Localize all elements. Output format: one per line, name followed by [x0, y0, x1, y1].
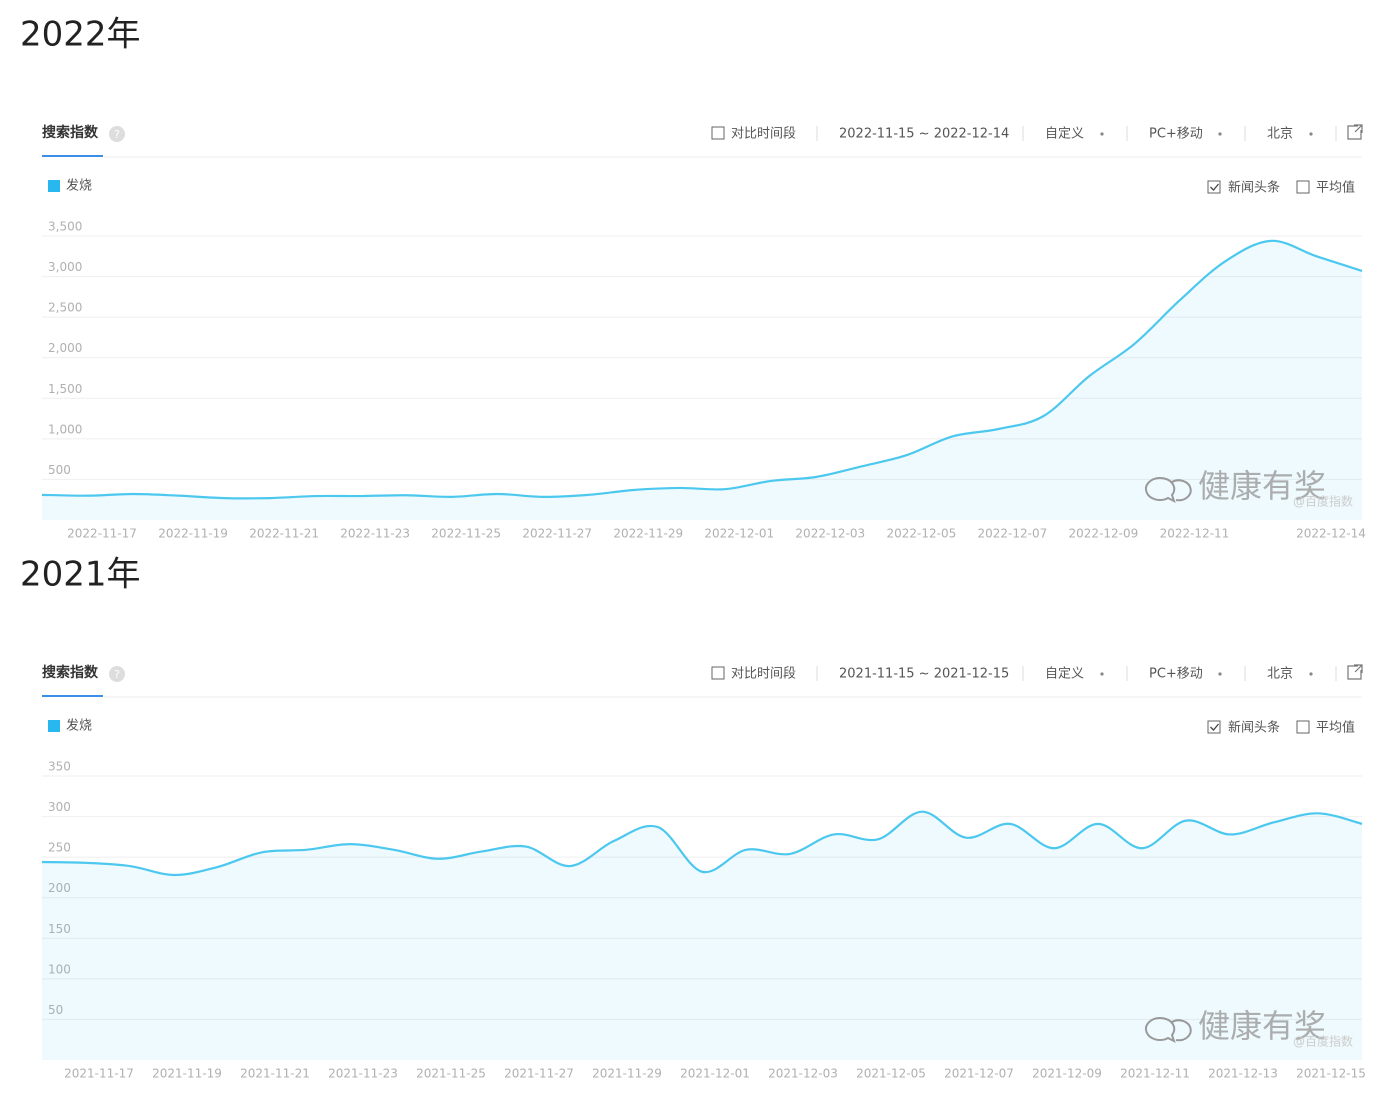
y-tick-label: 3,500: [48, 220, 82, 234]
x-tick-label: 2022-12-03: [795, 527, 865, 541]
x-tick-label: 2021-12-09: [1032, 1067, 1102, 1081]
x-tick-label: 2022-11-19: [158, 527, 228, 541]
dropdown-dot: [1100, 132, 1104, 136]
y-tick-label: 50: [48, 1003, 63, 1017]
news-toggle[interactable]: 新闻头条: [1228, 720, 1280, 736]
y-tick-label: 200: [48, 881, 71, 895]
x-tick-label: 2022-11-29: [613, 527, 683, 541]
x-tick-label: 2021-11-25: [416, 1067, 486, 1081]
legend-swatch: [48, 720, 60, 732]
x-tick-label: 2021-12-01: [680, 1067, 750, 1081]
x-tick-label: 2021-11-19: [152, 1067, 222, 1081]
x-tick-label: 2021-11-27: [504, 1067, 574, 1081]
source-watermark: @百度指数: [1293, 494, 1353, 509]
export-icon[interactable]: [1347, 664, 1363, 680]
dropdown-dot: [1309, 672, 1313, 676]
x-tick-label: 2022-12-11: [1160, 527, 1230, 541]
legend-swatch: [48, 180, 60, 192]
export-icon[interactable]: [1347, 124, 1363, 140]
avg-toggle[interactable]: 平均值: [1316, 180, 1355, 196]
dropdown-dot: [1100, 672, 1104, 676]
help-mark: ?: [114, 128, 120, 141]
region-select[interactable]: 北京: [1267, 667, 1293, 682]
y-tick-label: 150: [48, 922, 71, 936]
watermark-icon: [1144, 1016, 1192, 1043]
source-watermark: @百度指数: [1293, 1034, 1353, 1049]
x-tick-label: 2021-12-13: [1208, 1067, 1278, 1081]
date-range[interactable]: 2021-11-15 ~ 2021-12-15: [839, 667, 1009, 682]
area-fill: [42, 240, 1362, 520]
device-select[interactable]: PC+移动: [1149, 127, 1203, 142]
news-toggle[interactable]: 新闻头条: [1228, 180, 1280, 196]
legend-label: 发烧: [66, 718, 92, 734]
dropdown-dot: [1218, 132, 1222, 136]
x-tick-label: 2021-12-15: [1296, 1067, 1366, 1081]
x-tick-label: 2021-11-17: [64, 1067, 134, 1081]
checkbox[interactable]: [1296, 180, 1310, 194]
x-tick-label: 2021-12-03: [768, 1067, 838, 1081]
tab[interactable]: 搜索指数: [42, 664, 99, 681]
y-tick-label: 100: [48, 962, 71, 976]
checkbox[interactable]: [1207, 720, 1221, 734]
x-tick-label: 2022-12-05: [886, 527, 956, 541]
x-tick-label: 2021-12-07: [944, 1067, 1014, 1081]
x-tick-label: 2021-11-21: [240, 1067, 310, 1081]
y-tick-label: 500: [48, 463, 71, 477]
checkbox[interactable]: [711, 126, 725, 140]
series-line: [41, 239, 1363, 500]
series-line: [41, 810, 1363, 877]
x-tick-label: 2022-12-09: [1069, 527, 1139, 541]
y-tick-label: 1,000: [48, 422, 82, 436]
x-tick-label: 2022-11-23: [340, 527, 410, 541]
help-icon[interactable]: [109, 126, 125, 142]
x-tick-label: 2022-11-17: [67, 527, 137, 541]
x-tick-label: 2021-11-29: [592, 1067, 662, 1081]
checkmark: [1210, 723, 1219, 731]
compare-toggle[interactable]: 对比时间段: [731, 667, 796, 682]
y-tick-label: 350: [48, 760, 71, 774]
help-mark: ?: [114, 668, 120, 681]
x-tick-label: 2022-12-01: [704, 527, 774, 541]
y-tick-label: 2,500: [48, 301, 82, 315]
x-tick-label: 2022-11-25: [431, 527, 501, 541]
region-select[interactable]: 北京: [1267, 127, 1293, 142]
checkbox[interactable]: [711, 666, 725, 680]
y-tick-label: 2,000: [48, 341, 82, 355]
y-tick-label: 1,500: [48, 382, 82, 396]
x-tick-label: 2022-12-14: [1296, 527, 1366, 541]
x-tick-label: 2022-11-21: [249, 527, 319, 541]
year-heading: 2022年: [20, 15, 141, 55]
watermark: 健康有奖: [1198, 467, 1326, 505]
help-icon[interactable]: [109, 666, 125, 682]
compare-toggle[interactable]: 对比时间段: [731, 127, 796, 142]
tab[interactable]: 搜索指数: [42, 124, 99, 141]
x-tick-label: 2022-11-27: [522, 527, 592, 541]
mode-select[interactable]: 自定义: [1045, 127, 1084, 142]
checkbox[interactable]: [1207, 180, 1221, 194]
y-tick-label: 250: [48, 841, 71, 855]
area-fill: [42, 811, 1362, 1060]
checkmark: [1210, 183, 1219, 191]
x-tick-label: 2021-12-05: [856, 1067, 926, 1081]
x-tick-label: 2022-12-07: [978, 527, 1048, 541]
device-select[interactable]: PC+移动: [1149, 667, 1203, 682]
checkbox[interactable]: [1296, 720, 1310, 734]
y-tick-label: 3,000: [48, 260, 82, 274]
year-heading: 2021年: [20, 555, 141, 595]
x-tick-label: 2021-11-23: [328, 1067, 398, 1081]
dropdown-dot: [1309, 132, 1313, 136]
watermark-icon: [1144, 476, 1192, 503]
mode-select[interactable]: 自定义: [1045, 667, 1084, 682]
x-tick-label: 2021-12-11: [1120, 1067, 1190, 1081]
y-tick-label: 300: [48, 800, 71, 814]
dropdown-dot: [1218, 672, 1222, 676]
avg-toggle[interactable]: 平均值: [1316, 720, 1355, 736]
date-range[interactable]: 2022-11-15 ~ 2022-12-14: [839, 127, 1009, 142]
legend-label: 发烧: [66, 178, 92, 194]
watermark: 健康有奖: [1198, 1007, 1326, 1045]
